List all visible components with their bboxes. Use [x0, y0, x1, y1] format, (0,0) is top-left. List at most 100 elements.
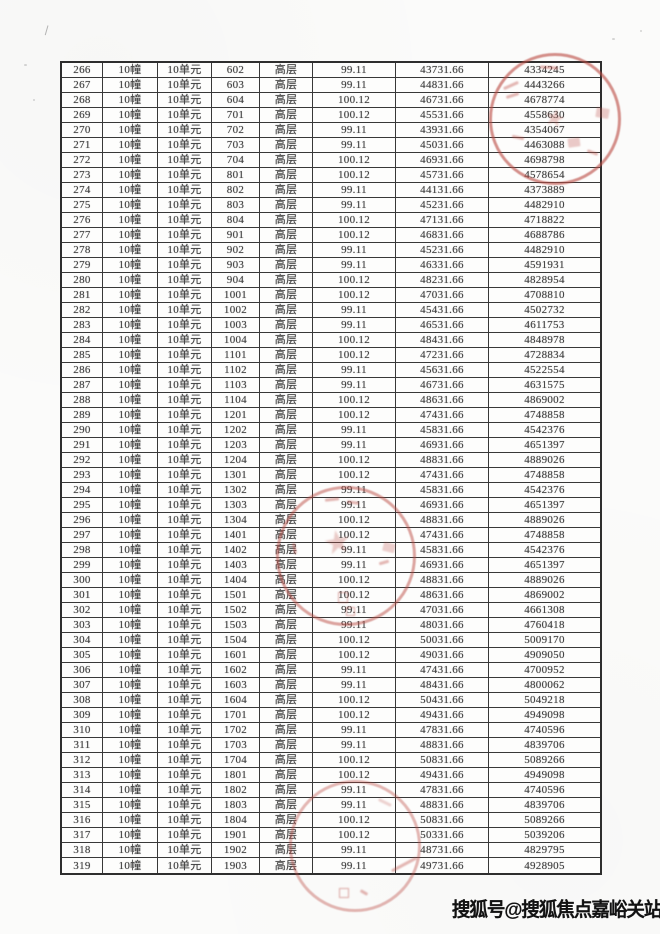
- cell-building: 10幢: [103, 723, 158, 738]
- cell-unit: 10单元: [158, 618, 212, 633]
- cell-building: 10幢: [103, 123, 158, 138]
- cell-building: 10幢: [103, 423, 158, 438]
- cell-area: 99.11: [313, 363, 396, 378]
- cell-room: 1501: [212, 588, 260, 603]
- cell-floor-type: 高层: [260, 63, 313, 78]
- cell-total-price: 4889026: [489, 453, 600, 468]
- cell-unit: 10单元: [158, 483, 212, 498]
- cell-building: 10幢: [103, 168, 158, 183]
- pencil-mark: [44, 25, 54, 37]
- cell-room: 1602: [212, 663, 260, 678]
- cell-unit: 10单元: [158, 543, 212, 558]
- cell-area: 100.12: [313, 93, 396, 108]
- cell-room: 1504: [212, 633, 260, 648]
- cell-unit-price: 46931.66: [396, 438, 489, 453]
- cell-unit: 10单元: [158, 693, 212, 708]
- cell-floor-type: 高层: [260, 453, 313, 468]
- cell-floor-type: 高层: [260, 228, 313, 243]
- cell-area: 99.11: [313, 243, 396, 258]
- cell-unit-price: 48731.66: [396, 843, 489, 858]
- cell-floor-type: 高层: [260, 858, 313, 873]
- scan-speck: [24, 64, 27, 66]
- cell-unit-price: 44131.66: [396, 183, 489, 198]
- cell-unit-price: 45731.66: [396, 168, 489, 183]
- cell-unit-price: 47431.66: [396, 528, 489, 543]
- cell-total-price: 5049218: [489, 693, 600, 708]
- cell-unit-price: 47131.66: [396, 213, 489, 228]
- cell-unit: 10单元: [158, 573, 212, 588]
- cell-total-price: 4700952: [489, 663, 600, 678]
- cell-seq: 295: [62, 498, 103, 513]
- cell-total-price: 4542376: [489, 423, 600, 438]
- cell-unit-price: 46331.66: [396, 258, 489, 273]
- cell-building: 10幢: [103, 153, 158, 168]
- cell-area: 99.11: [313, 483, 396, 498]
- cell-unit-price: 47831.66: [396, 723, 489, 738]
- cell-unit-price: 47431.66: [396, 408, 489, 423]
- cell-seq: 315: [62, 798, 103, 813]
- cell-total-price: 4748858: [489, 408, 600, 423]
- cell-unit-price: 47431.66: [396, 468, 489, 483]
- cell-unit: 10单元: [158, 678, 212, 693]
- cell-seq: 279: [62, 258, 103, 273]
- cell-total-price: 4463088: [489, 138, 600, 153]
- cell-floor-type: 高层: [260, 543, 313, 558]
- cell-building: 10幢: [103, 273, 158, 288]
- cell-building: 10幢: [103, 318, 158, 333]
- cell-unit: 10单元: [158, 153, 212, 168]
- cell-seq: 289: [62, 408, 103, 423]
- cell-seq: 270: [62, 123, 103, 138]
- cell-floor-type: 高层: [260, 393, 313, 408]
- cell-total-price: 4740596: [489, 723, 600, 738]
- cell-building: 10幢: [103, 183, 158, 198]
- cell-area: 100.12: [313, 768, 396, 783]
- cell-unit: 10单元: [158, 108, 212, 123]
- cell-unit: 10单元: [158, 798, 212, 813]
- cell-floor-type: 高层: [260, 333, 313, 348]
- cell-room: 603: [212, 78, 260, 93]
- cell-total-price: 4748858: [489, 468, 600, 483]
- cell-unit-price: 46731.66: [396, 378, 489, 393]
- cell-seq: 305: [62, 648, 103, 663]
- cell-unit: 10单元: [158, 183, 212, 198]
- cell-seq: 282: [62, 303, 103, 318]
- cell-area: 99.11: [313, 423, 396, 438]
- cell-total-price: 4578654: [489, 168, 600, 183]
- cell-building: 10幢: [103, 648, 158, 663]
- cell-building: 10幢: [103, 213, 158, 228]
- cell-total-price: 4678774: [489, 93, 600, 108]
- cell-building: 10幢: [103, 543, 158, 558]
- cell-unit: 10单元: [158, 393, 212, 408]
- cell-unit: 10单元: [158, 363, 212, 378]
- cell-unit: 10单元: [158, 453, 212, 468]
- cell-unit-price: 49731.66: [396, 858, 489, 873]
- cell-unit-price: 45031.66: [396, 138, 489, 153]
- cell-seq: 301: [62, 588, 103, 603]
- cell-room: 1502: [212, 603, 260, 618]
- cell-unit: 10单元: [158, 303, 212, 318]
- cell-building: 10幢: [103, 243, 158, 258]
- cell-room: 702: [212, 123, 260, 138]
- cell-total-price: 4611753: [489, 318, 600, 333]
- cell-room: 1002: [212, 303, 260, 318]
- cell-floor-type: 高层: [260, 348, 313, 363]
- cell-area: 100.12: [313, 588, 396, 603]
- cell-unit: 10单元: [158, 648, 212, 663]
- cell-unit-price: 48431.66: [396, 333, 489, 348]
- cell-room: 802: [212, 183, 260, 198]
- cell-room: 1203: [212, 438, 260, 453]
- cell-room: 1004: [212, 333, 260, 348]
- cell-total-price: 4928905: [524, 859, 565, 872]
- cell-seq: 297: [62, 528, 103, 543]
- cell-total-price: 4482910: [489, 243, 600, 258]
- cell-building: 10幢: [103, 408, 158, 423]
- cell-building: 10幢: [103, 288, 158, 303]
- cell-total-price: 5009170: [489, 633, 600, 648]
- cell-seq: 293: [62, 468, 103, 483]
- cell-seq: 299: [62, 558, 103, 573]
- cell-seq: 303: [62, 618, 103, 633]
- cell-floor-type: 高层: [260, 168, 313, 183]
- cell-total-price: 4949098: [489, 708, 600, 723]
- cell-unit-price: 50031.66: [396, 633, 489, 648]
- cell-building: 10幢: [103, 228, 158, 243]
